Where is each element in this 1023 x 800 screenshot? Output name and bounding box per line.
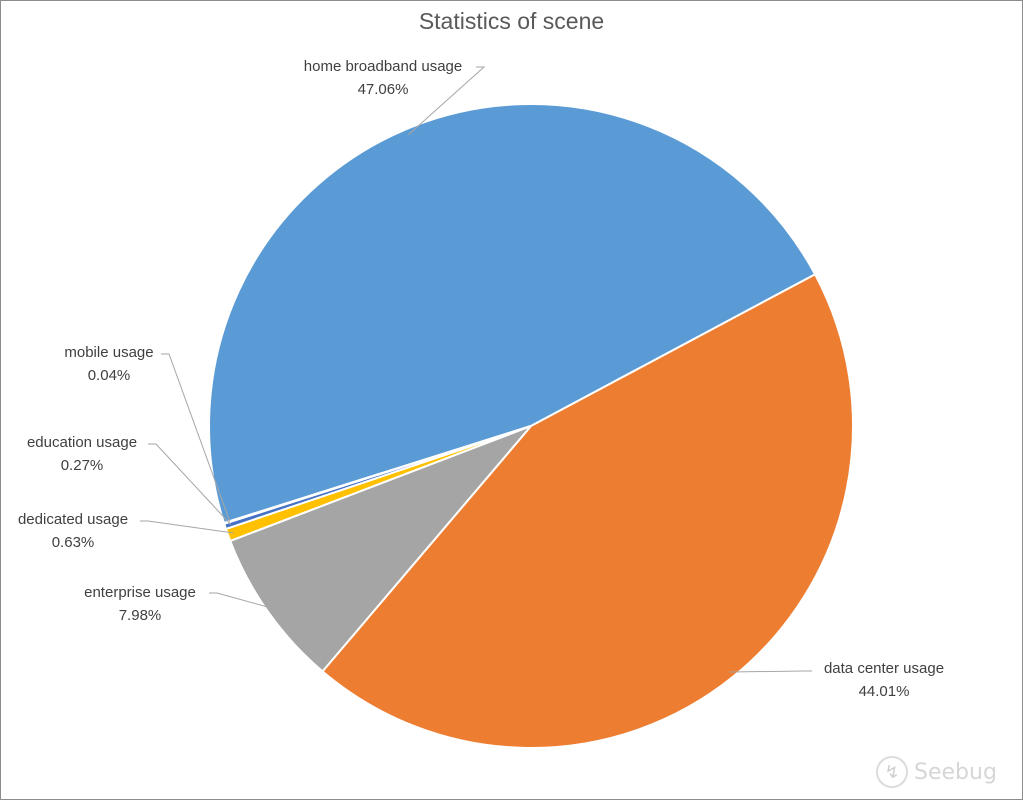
- data-label-data-center: data center usage 44.01%: [814, 657, 954, 703]
- leader-line-mobile-usage: [161, 353, 231, 522]
- seebug-watermark: ↯ Seebug: [876, 752, 997, 792]
- slice-label-name: mobile usage: [64, 344, 154, 361]
- pie-slice-home-broadband-usage: [208, 103, 817, 525]
- data-label-enterprise: enterprise usage 7.98%: [73, 581, 207, 627]
- slice-label-name: dedicated usage: [17, 511, 129, 528]
- leader-line-dedicated-usage: [140, 520, 234, 534]
- slice-label-value: 0.27%: [60, 457, 104, 474]
- slice-label-name: enterprise usage: [84, 584, 196, 601]
- slice-label-value: 47.06%: [357, 81, 409, 98]
- slice-label-value: 7.98%: [118, 607, 162, 624]
- pie-slice-mobile-usage: [222, 425, 532, 526]
- slice-label-value: 0.63%: [51, 534, 95, 551]
- data-label-mobile: mobile usage 0.04%: [55, 341, 163, 387]
- watermark-text: Seebug: [914, 759, 997, 785]
- pie-slice-enterprise-usage: [228, 425, 532, 673]
- slice-label-value: 44.01%: [858, 683, 910, 700]
- chart-title: Statistics of scene: [418, 8, 605, 34]
- slice-label-name: home broadband usage: [303, 58, 463, 75]
- seebug-logo-icon: ↯: [876, 756, 908, 788]
- data-label-home-broadband: home broadband usage 47.06%: [293, 55, 473, 101]
- slice-label-value: 0.04%: [87, 367, 131, 384]
- slice-label-name: data center usage: [823, 660, 945, 677]
- pie-slice-data-center-usage: [321, 272, 854, 749]
- data-label-dedicated: dedicated usage 0.63%: [8, 508, 138, 554]
- leader-line-education-usage: [148, 443, 232, 525]
- slice-label-name: education usage: [26, 434, 138, 451]
- leader-line-enterprise-usage: [209, 592, 274, 610]
- data-label-education: education usage 0.27%: [17, 431, 147, 477]
- leader-line-home-broadband-usage: [408, 66, 486, 136]
- leader-line-data-center-usage: [729, 670, 812, 673]
